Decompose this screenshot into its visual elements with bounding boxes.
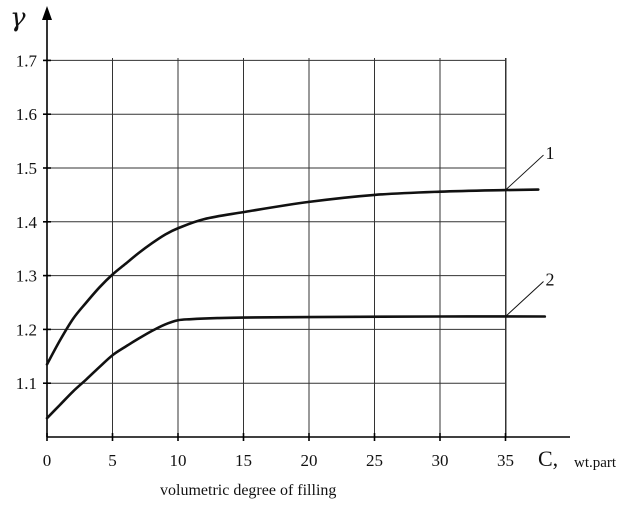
x-tick-label: 30	[432, 451, 449, 470]
series-label-leader	[505, 281, 544, 317]
series-line-1	[45, 188, 540, 366]
tick-labels: 0 5 10 15 20 25 30 35 1.1 1.2 1.3 1.4 1.5 1.6 1.7	[16, 51, 514, 470]
x-axis-unit: wt.part	[574, 455, 617, 471]
x-tick-label: 35	[497, 451, 514, 470]
y-tick-label: 1.2	[16, 320, 37, 339]
y-tick-label: 1.3	[16, 267, 37, 286]
series-label: 2	[546, 269, 555, 289]
x-tick-label: 20	[301, 451, 318, 470]
series-label-leader	[505, 154, 544, 191]
x-tick-label: 25	[366, 451, 383, 470]
y-axis-arrow	[42, 6, 52, 20]
grid	[47, 58, 507, 437]
y-tick-label: 1.7	[16, 51, 38, 70]
x-tick-label: 10	[170, 451, 187, 470]
x-tick-label: 0	[43, 451, 52, 470]
series-lines	[45, 188, 547, 420]
x-tick-label: 15	[235, 451, 252, 470]
y-tick-label: 1.5	[16, 159, 37, 178]
y-tick-label: 1.4	[16, 213, 38, 232]
x-axis-label: C,	[538, 446, 558, 471]
y-tick-label: 1.6	[16, 105, 37, 124]
series-line-2	[45, 315, 547, 420]
axes	[42, 6, 570, 441]
y-tick-label: 1.1	[16, 374, 37, 393]
y-axis-label: γ	[10, 3, 26, 33]
series-labels: 12	[505, 143, 555, 317]
series-label: 1	[546, 143, 555, 163]
chart-caption: volumetric degree of filling	[160, 482, 336, 499]
x-tick-label: 5	[108, 451, 117, 470]
